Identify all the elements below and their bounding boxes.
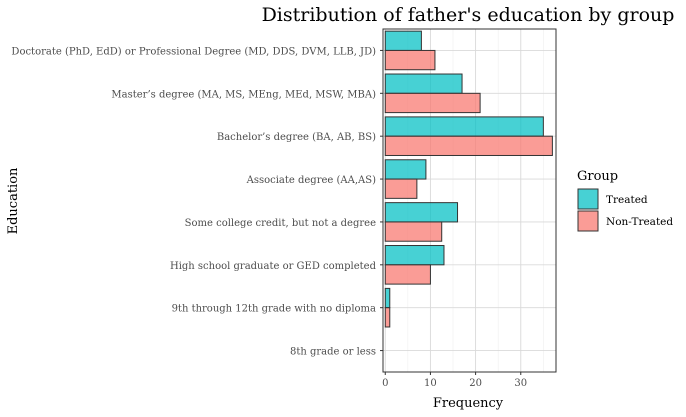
bar-treated xyxy=(384,159,427,180)
bars xyxy=(384,30,553,328)
legend-title: Group xyxy=(577,169,618,184)
legend: Group Treated Non-Treated xyxy=(577,169,673,232)
bar-non-treated xyxy=(384,92,481,114)
bar-treated xyxy=(384,245,445,266)
y-tick-label: High school graduate or GED completed xyxy=(170,261,377,272)
y-tick-label: Some college credit, but not a degree xyxy=(185,218,376,229)
legend-items: Treated Non-Treated xyxy=(577,188,673,232)
y-tick-label: Bachelor’s degree (BA, AB, BS) xyxy=(217,132,376,143)
bar-non-treated xyxy=(384,307,391,328)
bar-treated xyxy=(384,30,422,51)
legend-key-treated xyxy=(577,188,599,210)
bar-treated xyxy=(384,202,459,223)
y-axis-label: Education xyxy=(6,167,21,234)
bar-non-treated xyxy=(384,178,418,199)
x-tick-label: 10 xyxy=(424,378,437,389)
x-tick-label: 20 xyxy=(469,378,482,389)
bar-non-treated xyxy=(384,221,443,242)
bar-non-treated xyxy=(384,135,553,156)
chart-title: Distribution of father's education by gr… xyxy=(262,4,675,26)
x-tick-label: 0 xyxy=(382,378,388,389)
y-tick-label: Associate degree (AA,AS) xyxy=(246,175,376,186)
bar-treated xyxy=(384,287,391,309)
y-tick-labels: Doctorate (PhD, EdD) or Professional Deg… xyxy=(11,46,383,358)
y-tick-label: Master’s degree (MA, MS, MEng, MEd, MSW,… xyxy=(111,89,376,100)
legend-key-non-treated xyxy=(577,210,599,232)
legend-label: Treated xyxy=(606,194,648,206)
bar-treated xyxy=(384,116,544,137)
legend-label: Non-Treated xyxy=(606,216,673,228)
x-tick-label: 30 xyxy=(514,378,527,389)
bar-non-treated xyxy=(384,49,436,71)
bar-non-treated xyxy=(384,264,431,285)
bar-treated xyxy=(384,73,463,94)
y-tick-label: 8th grade or less xyxy=(290,347,376,358)
y-tick-label: Doctorate (PhD, EdD) or Professional Deg… xyxy=(11,46,376,57)
y-tick-label: 9th through 12th grade with no diploma xyxy=(172,304,376,315)
x-tick-labels: 0 10 20 30 xyxy=(382,372,527,389)
x-axis-label: Frequency xyxy=(433,396,504,411)
plot-border xyxy=(382,28,557,373)
